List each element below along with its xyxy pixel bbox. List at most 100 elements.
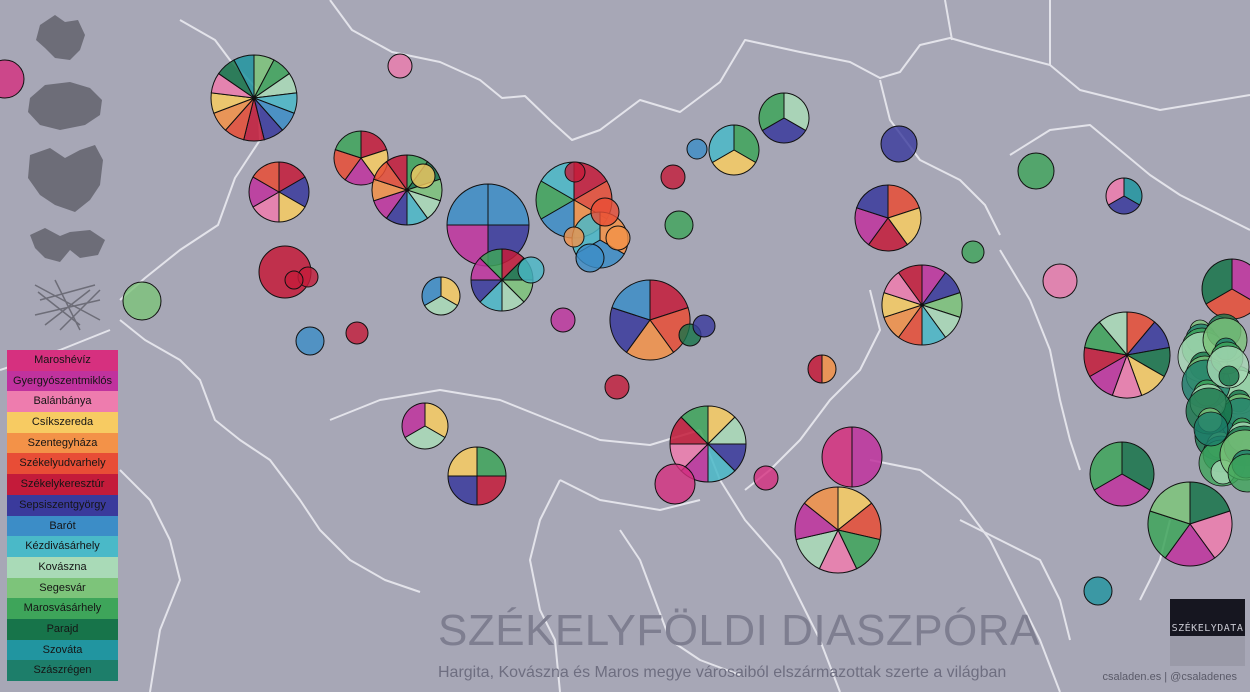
legend-item-marosvasarhely[interactable]: Marosvásárhely — [7, 598, 118, 619]
network-view-icon[interactable] — [34, 279, 101, 331]
transylvania-view-icon[interactable] — [36, 15, 85, 60]
city-marker[interactable] — [410, 163, 436, 189]
city-marker[interactable] — [664, 210, 694, 240]
city-marker[interactable] — [1042, 263, 1078, 299]
border-line — [329, 0, 1250, 141]
pie-slice — [1164, 523, 1216, 567]
legend-item-maroshéviz[interactable]: Maroshévíz — [7, 350, 118, 371]
legend-item-parajd[interactable]: Parajd — [7, 618, 118, 640]
legend-item-szovata[interactable]: Szováta — [7, 639, 118, 661]
szekelydata-logo[interactable]: SZÉKELYDATA — [1170, 599, 1245, 666]
city-marker[interactable] — [295, 326, 325, 356]
city-marker[interactable] — [961, 240, 985, 264]
city-marker[interactable] — [564, 161, 586, 183]
city-pie[interactable] — [794, 486, 882, 574]
pie-slice — [1098, 311, 1128, 357]
city-marker[interactable] — [692, 314, 716, 338]
city-pie[interactable] — [1147, 481, 1233, 567]
pie-slice — [867, 217, 909, 252]
credit-link[interactable]: csaladen.es | @csaladenes — [1102, 671, 1238, 683]
legend-item-szaszregen[interactable]: Szászrégen — [7, 660, 118, 681]
legend-item-kovaszna[interactable]: Kovászna — [7, 556, 118, 578]
city-marker[interactable] — [122, 281, 162, 321]
city-pie[interactable] — [854, 184, 922, 252]
legend-item-szekelyudvarhely[interactable]: Székelyudvarhely — [7, 453, 118, 475]
pie-slice — [401, 402, 426, 439]
city-marker[interactable] — [686, 138, 708, 160]
pie-slice — [807, 354, 823, 384]
city-marker[interactable] — [517, 256, 545, 284]
pie-slice — [887, 207, 922, 246]
city-marker[interactable] — [575, 243, 605, 273]
city-pie[interactable] — [758, 92, 810, 144]
legend-item-barot[interactable]: Barót — [7, 515, 118, 537]
city-marker[interactable] — [0, 59, 25, 99]
city-marker[interactable] — [1017, 152, 1055, 190]
city-pie[interactable] — [447, 446, 507, 506]
city-pie[interactable] — [1083, 311, 1171, 399]
city-pie[interactable] — [210, 54, 298, 142]
legend: Maroshévíz Gyergyószentmiklós Balánbánya… — [7, 350, 118, 681]
city-marker[interactable] — [605, 225, 631, 251]
city-pie[interactable] — [807, 354, 837, 384]
city-pie[interactable] — [1089, 441, 1155, 507]
city-pie[interactable] — [248, 161, 310, 223]
pie-slice — [1093, 473, 1151, 507]
legend-item-szentegyhaza[interactable]: Szentegyháza — [7, 432, 118, 454]
pie-slice — [446, 183, 489, 226]
legend-item-gyergyoszentmiklos[interactable]: Gyergyószentmiklós — [7, 370, 118, 392]
pie-slice — [385, 154, 408, 192]
city-marker[interactable] — [753, 465, 779, 491]
pie-slice — [476, 475, 507, 506]
romania-view-icon[interactable] — [28, 82, 102, 130]
city-marker[interactable] — [284, 270, 304, 290]
pie-slice — [803, 486, 839, 532]
city-pie[interactable] — [1105, 177, 1143, 215]
city-pie[interactable] — [1201, 258, 1250, 320]
pie-slice — [758, 92, 785, 132]
pie-slice — [680, 405, 709, 446]
pie-slice — [1105, 177, 1125, 206]
city-marker[interactable] — [1083, 576, 1113, 606]
city-pie[interactable] — [401, 402, 449, 450]
city-marker[interactable] — [1218, 365, 1240, 387]
city-marker[interactable] — [880, 125, 918, 163]
city-marker[interactable] — [654, 463, 696, 505]
city-marker[interactable] — [563, 226, 585, 248]
city-pie[interactable] — [881, 264, 963, 346]
city-marker[interactable] — [1193, 411, 1229, 447]
city-marker[interactable] — [1227, 453, 1250, 493]
legend-item-segesvar[interactable]: Segesvár — [7, 577, 118, 599]
border-line — [119, 469, 181, 692]
pie-slice — [447, 475, 478, 506]
city-pie[interactable] — [708, 124, 760, 176]
pie-slice — [1089, 441, 1123, 491]
pie-slice — [1201, 258, 1233, 305]
legend-item-csikszereda[interactable]: Csíkszereda — [7, 412, 118, 433]
world-view-icon[interactable] — [30, 228, 105, 262]
city-marker[interactable] — [590, 197, 620, 227]
border-line — [944, 0, 953, 41]
city-marker[interactable] — [660, 164, 686, 190]
city-marker[interactable] — [345, 321, 369, 345]
city-marker[interactable] — [604, 374, 630, 400]
border-line — [619, 529, 741, 676]
pie-slice — [423, 295, 459, 316]
legend-item-sepsiszentgyorgy[interactable]: Sepsiszentgyörgy — [7, 494, 118, 516]
city-pie[interactable] — [609, 279, 691, 361]
city-pie[interactable] — [821, 426, 883, 488]
city-pie[interactable] — [421, 276, 461, 316]
pie-slice — [821, 426, 853, 488]
legend-item-szekelykeresztur[interactable]: Székelykeresztúr — [7, 474, 118, 495]
pie-slice — [1189, 481, 1231, 525]
pie-slice — [854, 207, 889, 246]
city-pie[interactable] — [446, 183, 530, 267]
europe-view-icon[interactable] — [28, 145, 103, 212]
city-pie[interactable] — [371, 154, 443, 226]
city-marker[interactable] — [387, 53, 413, 79]
legend-item-balanbanya[interactable]: Balánbánya — [7, 391, 118, 413]
legend-item-kezdivasarhely[interactable]: Kézdivásárhely — [7, 536, 118, 557]
city-marker[interactable] — [550, 307, 576, 333]
